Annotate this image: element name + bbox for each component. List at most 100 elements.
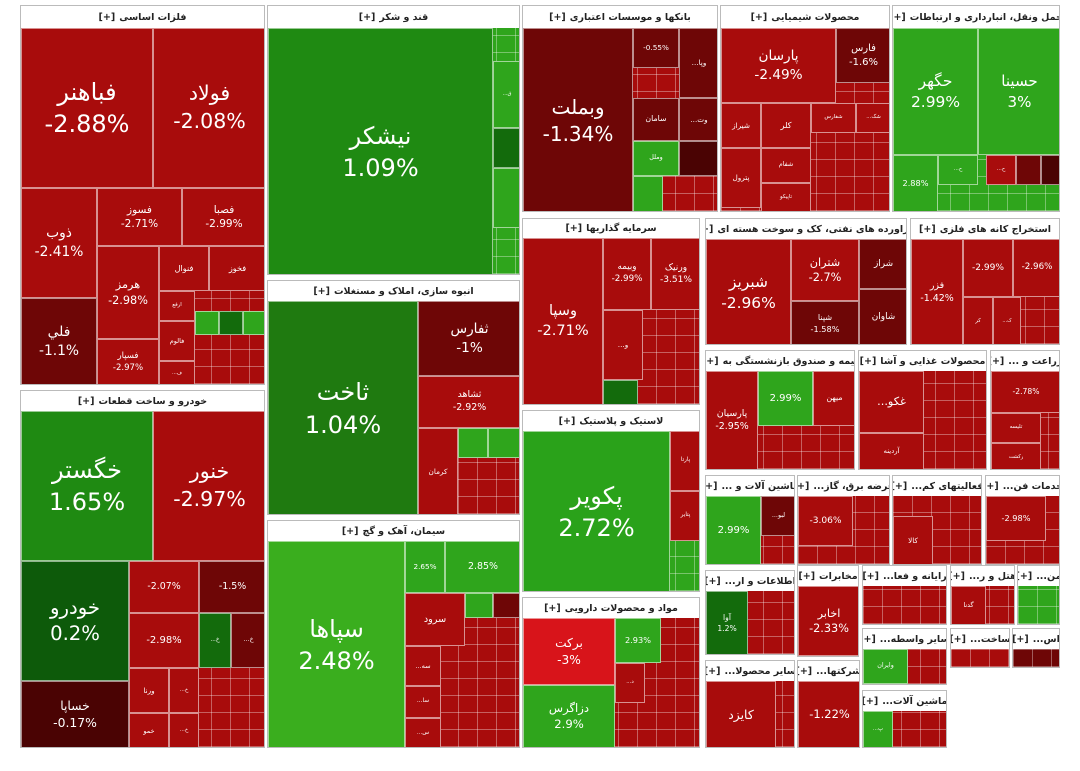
stock-tile[interactable]: فالوم [159, 321, 195, 361]
sector-header[interactable]: هتل و ر...[+] [951, 566, 1014, 586]
sector-header[interactable]: بیمه و صندوق بازنشستگی به[+] [706, 351, 854, 371]
stock-tile[interactable]: سپاها 2.48% [268, 541, 405, 747]
stock-tile[interactable]: شتران -2.7% [791, 239, 859, 301]
stock-tile[interactable]: ف... [159, 361, 195, 384]
expand-button[interactable]: [+] [893, 480, 908, 492]
stock-tile[interactable]: برکت -3% [523, 618, 615, 685]
expand-button[interactable]: [+] [951, 570, 965, 582]
stock-tile[interactable]: 2.93% [615, 618, 661, 663]
stock-tile[interactable]: د... [615, 663, 645, 703]
stock-tile[interactable]: کرمان [418, 428, 458, 514]
stock-tile[interactable]: خودرو 0.2% [21, 561, 129, 681]
stock-tile[interactable]: -2.07% [129, 561, 199, 613]
stock-tile[interactable]: س... [405, 718, 441, 747]
stock-tile[interactable]: حگهر 2.99% [893, 28, 978, 155]
stock-tile[interactable]: شفارس [811, 103, 856, 133]
stock-tile[interactable]: ذوب -2.41% [21, 188, 97, 298]
stock-tile[interactable]: خمو [129, 713, 169, 747]
stock-tile[interactable]: شک... [856, 103, 889, 133]
stock-tile[interactable]: خنور -2.97% [153, 411, 264, 561]
stock-tile[interactable]: فارس -1.6% [836, 28, 889, 83]
sector-header[interactable]: فراورده های نفتی، کک و سوخت هسته ای[+] [706, 219, 906, 239]
stock-tile[interactable]: وسپا -2.71% [523, 238, 603, 404]
stock-tile[interactable]: حسینا 3% [978, 28, 1059, 155]
sector-header[interactable]: محصولات غذایی و آشا [+] [859, 351, 986, 371]
sector-header[interactable]: اس... [+] [1013, 629, 1059, 649]
stock-tile[interactable]: کالا [893, 516, 933, 564]
stock-tile[interactable]: وملل [633, 141, 679, 176]
expand-button[interactable]: [+] [341, 525, 359, 537]
stock-tile[interactable]: نیشکر 1.09% [268, 28, 493, 274]
sector-header[interactable]: استخراج کانه های فلزی [+] [911, 219, 1059, 239]
stock-tile[interactable]: هرمز -2.98% [97, 246, 159, 339]
sector-header[interactable]: محصولات شیمیایی [+] [721, 6, 889, 28]
stock-tile[interactable]: -1.5% [199, 561, 264, 613]
stock-tile[interactable]: -2.98% [986, 496, 1046, 541]
stock-tile[interactable]: دزاگرس 2.9% [523, 685, 615, 747]
stock-tile[interactable]: سرود [405, 593, 465, 646]
stock-tile[interactable]: 2.99% [758, 371, 813, 426]
sector-header[interactable]: ساخت... [+] [951, 629, 1009, 649]
sector-header[interactable]: لاستیک و پلاستیک [+] [523, 411, 699, 431]
expand-button[interactable]: [+] [706, 480, 718, 492]
stock-tile[interactable]: 2.88% [893, 155, 938, 211]
stock-tile[interactable]: لبو... [761, 496, 794, 536]
stock-tile[interactable]: شفام [761, 148, 811, 183]
expand-button[interactable]: [+] [1018, 570, 1033, 582]
stock-tile[interactable]: ثفارس -1% [418, 301, 519, 376]
stock-tile[interactable]: وت... [679, 98, 717, 141]
stock-tile[interactable]: فزر -1.42% [911, 239, 963, 344]
expand-button[interactable]: [+] [798, 570, 816, 582]
expand-button[interactable]: [+] [544, 602, 561, 614]
expand-button[interactable]: [+] [98, 11, 116, 23]
sector-header[interactable]: رایانه و فعا... [+] [863, 566, 946, 586]
stock-tile[interactable]: ثشاهد -2.92% [418, 376, 519, 428]
sector-header[interactable]: فلزات اساسی [+] [21, 6, 264, 28]
expand-button[interactable]: [+] [750, 11, 768, 23]
sector-header[interactable]: سیمان، آهک و گچ [+] [268, 521, 519, 541]
stock-tile[interactable]: اخابر -2.33% [798, 586, 858, 656]
stock-tile[interactable]: شیراز [721, 103, 761, 148]
stock-tile[interactable]: کلر [761, 103, 811, 148]
sector-header[interactable]: سایر واسطه...[+] [863, 629, 946, 649]
stock-tile[interactable]: پکویر 2.72% [523, 431, 670, 591]
sector-header[interactable]: شرکتها...[+] [798, 661, 859, 681]
stock-tile[interactable]: وبیمه -2.99% [603, 238, 651, 310]
stock-tile[interactable]: خ... [169, 668, 199, 713]
stock-tile[interactable]: زکشت [991, 443, 1041, 469]
stock-tile[interactable]: -2.99% [963, 239, 1013, 297]
stock-tile[interactable]: پارسان -2.49% [721, 28, 836, 103]
stock-tile[interactable]: کایزد [706, 681, 776, 747]
expand-button[interactable]: [+] [565, 223, 583, 234]
stock-tile[interactable]: خ... [199, 613, 231, 668]
stock-tile[interactable]: تاپیکو [761, 183, 811, 211]
stock-tile[interactable]: خ... [231, 613, 264, 668]
sector-header[interactable]: عرضه برق، گاز...[+] [798, 476, 889, 496]
expand-button[interactable]: [+] [986, 480, 999, 492]
stock-tile[interactable]: پارسیان -2.95% [706, 371, 758, 469]
expand-button[interactable]: [+] [77, 395, 95, 407]
stock-tile[interactable]: -0.55% [633, 28, 679, 68]
expand-button[interactable]: [+] [863, 570, 879, 582]
expand-button[interactable]: [+] [893, 11, 906, 23]
stock-tile[interactable]: ورنا [129, 668, 169, 713]
stock-tile[interactable]: شپنا -1.58% [791, 301, 859, 344]
stock-tile[interactable]: ورنیک -3.51% [651, 238, 699, 310]
stock-tile[interactable]: فلي -1.1% [21, 298, 97, 384]
stock-tile[interactable]: سامان [633, 98, 679, 141]
stock-tile[interactable]: -2.98% [129, 613, 199, 668]
sector-header[interactable]: ماشین آلات... [+] [863, 691, 946, 711]
sector-header[interactable]: سرمایه گذاریها [+] [523, 219, 699, 238]
sector-header[interactable]: خودرو و ساخت قطعات [+] [21, 391, 264, 411]
expand-button[interactable]: [+] [706, 575, 721, 587]
stock-tile[interactable]: -2.78% [991, 371, 1059, 413]
stock-tile[interactable]: ح... [938, 155, 978, 185]
stock-tile[interactable]: خساپا -0.17% [21, 681, 129, 747]
expand-button[interactable]: [+] [798, 665, 813, 677]
stock-tile[interactable]: کر [963, 297, 993, 344]
stock-tile[interactable]: فسپار -2.97% [97, 339, 159, 384]
expand-button[interactable]: [+] [859, 355, 877, 367]
stock-tile[interactable]: فصبا -2.99% [182, 188, 264, 246]
expand-button[interactable]: [+] [991, 355, 1005, 367]
stock-tile[interactable]: ثاخت 1.04% [268, 301, 418, 514]
